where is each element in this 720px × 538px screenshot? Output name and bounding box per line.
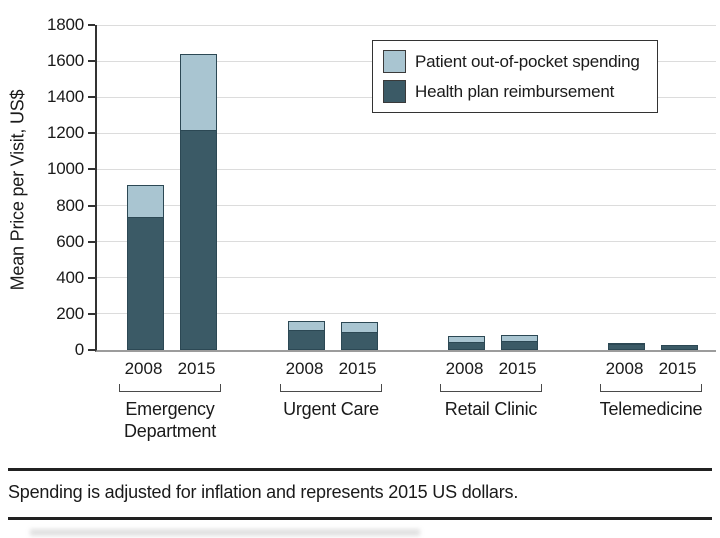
y-axis-tick [88,24,95,26]
divider-rule-bottom [8,517,712,520]
y-axis-tick-label: 1800 [46,15,84,34]
y-axis-tick [88,60,95,63]
y-axis-tick-label: 1600 [46,51,84,71]
bar-segment-reimbursement [662,345,697,349]
stacked-bar-chart: Mean Price per Visit, US$ Patient out-of… [7,15,716,441]
bar-2015 [180,54,217,350]
legend-label-out-of-pocket: Patient out-of-pocket spending [415,51,640,71]
gridline [97,205,716,207]
legend-row-out-of-pocket: Patient out-of-pocket spending [383,50,657,73]
y-axis-tick [88,276,95,279]
y-axis-tick [88,96,95,99]
group-label: Emergency Department [123,399,217,441]
bar-2015 [501,334,538,350]
y-axis-tick-label: 1400 [46,87,84,107]
bar-segment-reimbursement [449,341,484,349]
gridline [97,168,716,170]
bar-2008 [448,336,485,350]
x-tick-year-label: 2015 [658,359,697,378]
legend: Patient out-of-pocket spending Health pl… [372,40,658,113]
x-tick-year-label: 2008 [124,359,163,378]
y-axis-tick [88,132,95,135]
group-bracket [280,384,382,392]
group-bracket [600,384,702,392]
group-bracket [440,384,542,392]
y-axis-tick-label: 0 [74,340,84,359]
y-axis-tick-label: 400 [56,267,84,287]
x-tick-year-label: 2008 [605,359,644,378]
x-tick-year-label: 2015 [498,359,537,378]
bar-segment-reimbursement [289,330,324,349]
group-label: Telemedicine [599,399,703,419]
y-axis-tick-label: 1200 [46,123,84,143]
gridline [97,313,716,315]
bar-segment-reimbursement [181,130,216,349]
plot-area [95,24,716,352]
group-label: Retail Clinic [444,399,538,419]
y-axis-tick-label: 1000 [46,159,84,179]
group-bracket [119,384,221,392]
bar-segment-reimbursement [502,340,537,349]
y-axis-title: Mean Price per Visit, US$ [7,89,28,291]
x-tick-year-label: 2015 [338,359,377,378]
bar-segment-reimbursement [128,217,163,349]
bar-segment-reimbursement [609,343,644,349]
bar-2015 [661,344,698,350]
x-tick-year-label: 2008 [285,359,324,378]
bar-2008 [127,184,164,350]
gridline [97,277,716,279]
legend-label-reimbursement: Health plan reimbursement [415,81,615,101]
y-axis-tick-label: 600 [56,231,84,251]
legend-swatch-reimbursement [383,80,406,103]
y-axis-tick [88,349,95,351]
footnote-text: Spending is adjusted for inflation and r… [8,482,519,502]
bar-2008 [608,342,645,350]
bar-2015 [341,322,378,350]
bar-2008 [288,321,325,350]
gridline [97,24,716,26]
y-axis-tick [88,312,95,315]
y-axis-tick [88,204,95,207]
y-axis-tick [88,168,95,171]
y-axis-tick [88,240,95,243]
gridline [97,132,716,134]
x-tick-year-label: 2015 [177,359,216,378]
y-axis-tick-label: 200 [56,303,84,323]
bar-segment-reimbursement [342,332,377,349]
legend-swatch-out-of-pocket [383,50,406,73]
gridline [97,241,716,243]
group-label: Urgent Care [283,399,379,419]
y-axis-tick-label: 800 [56,195,84,215]
x-tick-year-label: 2008 [445,359,484,378]
divider-rule-top [8,468,712,471]
cropped-text-artifact [30,529,420,536]
legend-row-reimbursement: Health plan reimbursement [383,80,657,103]
